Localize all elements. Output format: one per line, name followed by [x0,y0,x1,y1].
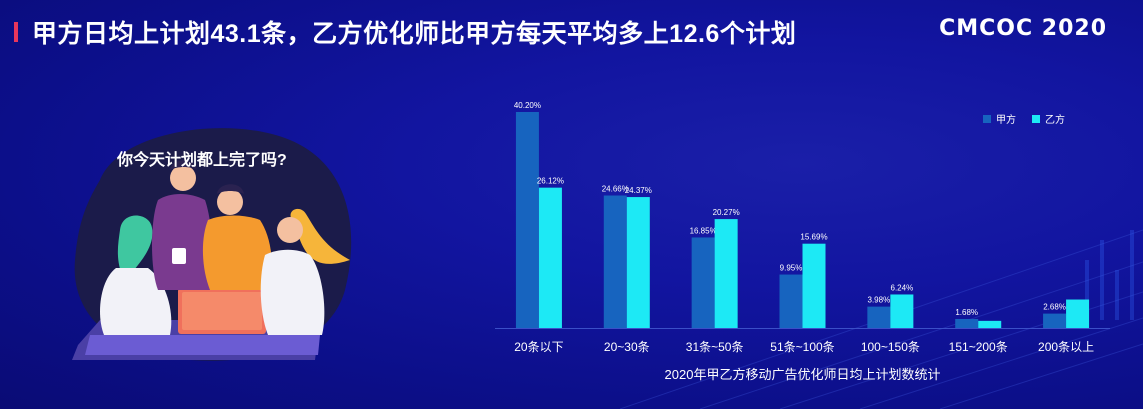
bar-series-b-0 [538,187,562,328]
bar-series-a-0 [515,112,539,328]
x-tick-label-2: 31条~50条 [686,340,744,354]
data-label-series-b-3: 15.69% [800,233,827,242]
data-label-series-a-1: 24.66% [602,184,629,193]
speech-bubble-text: 你今天计划都上完了吗? [117,152,287,169]
legend-swatch-series-b [1032,114,1040,123]
event-logo: CMCOC 2020 [939,16,1107,41]
data-label-series-b-2: 20.27% [713,208,740,217]
bar-series-a-4 [867,306,891,328]
bar-series-b-2 [714,219,738,328]
x-tick-label-0: 20条以下 [514,340,563,354]
data-label-series-a-6: 2.68% [1043,303,1066,312]
data-label-series-a-0: 40.20% [514,101,541,110]
bar-series-b-4 [890,294,914,328]
data-label-series-a-2: 16.85% [690,226,717,235]
x-tick-label-3: 51条~100条 [770,340,834,354]
x-tick-label-5: 151~200条 [949,340,1008,354]
team-illustration [72,128,352,361]
bar-series-b-5 [978,320,1002,328]
legend-item-series-a: 甲方 [983,111,1016,126]
x-tick-label-1: 20~30条 [604,340,650,354]
x-tick-label-4: 100~150条 [861,340,920,354]
data-label-series-a-4: 3.98% [868,296,891,305]
title-accent-bar [14,22,18,42]
legend-label-series-a: 甲方 [996,115,1016,126]
bar-series-b-3 [802,243,826,328]
legend-item-series-b: 乙方 [1032,111,1065,126]
bar-series-a-5 [955,318,979,328]
bar-series-b-6 [1066,299,1090,328]
data-label-series-b-0: 26.12% [537,177,564,186]
chart-legend: 甲方 乙方 [983,111,1065,126]
chart-title: 2020年甲乙方移动广告优化师日均上计划数统计 [665,367,941,382]
data-label-series-b-1: 24.37% [625,186,652,195]
bar-series-b-1 [626,197,650,328]
bar-series-a-6 [1043,313,1067,328]
legend-swatch-series-a [983,114,991,123]
data-label-series-a-5: 1.68% [955,308,978,317]
bar-series-a-1 [603,195,627,328]
data-label-series-a-3: 9.95% [780,264,803,273]
data-label-series-b-4: 6.24% [891,283,914,292]
bar-series-a-2 [691,237,715,328]
page-title: 甲方日均上计划43.1条，乙方优化师比甲方每天平均多上12.6个计划 [32,20,797,48]
x-tick-label-6: 200条以上 [1038,340,1094,354]
legend-label-series-b: 乙方 [1045,115,1065,126]
bar-series-a-3 [779,274,803,328]
